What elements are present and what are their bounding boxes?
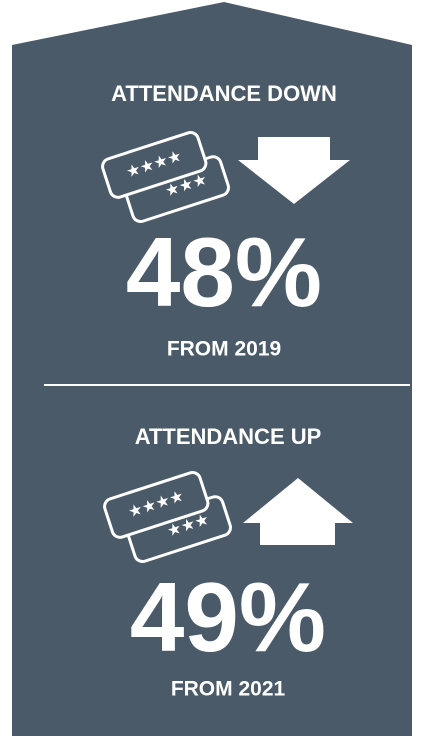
figure: 48%: [126, 217, 322, 327]
heading: ATTENDANCE DOWN: [111, 81, 337, 106]
ticket-icon: ★★★ ★★★★: [101, 131, 230, 224]
ticket-icon: ★★★ ★★★★: [103, 471, 232, 564]
section-up: ATTENDANCE UP ★★★ ★★★★ 49% FROM 2021: [103, 424, 353, 701]
figure: 49%: [130, 562, 326, 672]
arrow-up: [243, 478, 353, 545]
heading: ATTENDANCE UP: [135, 424, 322, 449]
section-down: ATTENDANCE DOWN ★★★ ★★★★ 48% FROM 2019: [101, 81, 350, 361]
caption: FROM 2019: [167, 338, 281, 361]
caption: FROM 2021: [171, 678, 286, 701]
arrow-down: [238, 137, 350, 204]
